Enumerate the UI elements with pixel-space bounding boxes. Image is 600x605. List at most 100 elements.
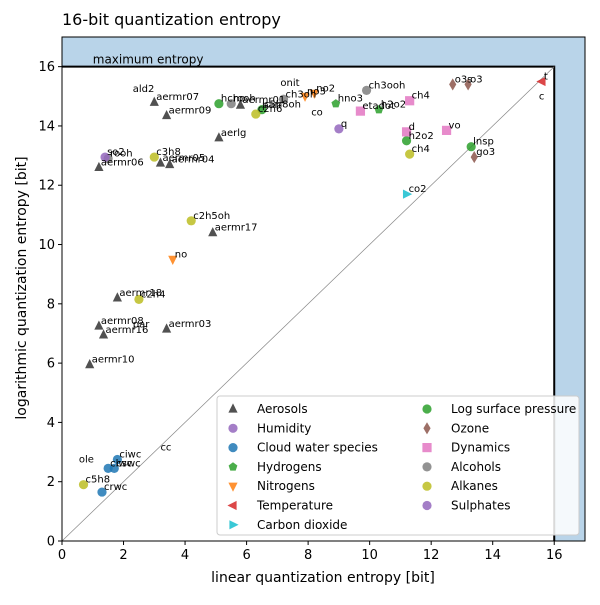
point-label: o3 — [470, 74, 482, 85]
data-point — [331, 99, 341, 108]
point-label: aermr16 — [106, 325, 149, 336]
legend-marker — [228, 482, 238, 492]
legend-entry: Aerosols — [257, 402, 308, 416]
legend-entry: Cloud water species — [257, 441, 378, 455]
annotation-label: onit — [280, 78, 299, 89]
data-point — [405, 149, 415, 159]
legend-marker — [422, 404, 432, 414]
point-label: cswc — [116, 458, 140, 469]
legend-entry: Alkanes — [451, 479, 498, 493]
legend-entry: Dynamics — [451, 441, 510, 455]
x-tick-label: 8 — [304, 548, 312, 563]
data-point — [300, 92, 310, 102]
legend-entry: Log surface pressure — [451, 402, 576, 416]
point-label: rooh — [110, 149, 132, 160]
point-label: clwc — [110, 458, 132, 469]
point-label: h2o2 — [381, 100, 406, 111]
legend-marker — [228, 462, 238, 471]
annotation-label: par — [133, 320, 150, 331]
point-label: ch3ooh — [369, 80, 406, 91]
data-point — [226, 99, 236, 109]
data-point — [401, 136, 412, 146]
y-tick-label: 12 — [38, 179, 55, 194]
point-label: crwc — [104, 482, 127, 493]
y-tick-label: 14 — [38, 119, 55, 134]
data-point — [94, 320, 104, 330]
legend-marker — [228, 423, 238, 433]
point-label: o3s — [455, 74, 473, 85]
data-point — [402, 189, 413, 199]
data-point — [134, 294, 144, 304]
point-label: c3h8 — [156, 147, 181, 158]
data-point — [98, 329, 109, 339]
data-point — [235, 99, 246, 109]
point-label: c5h8oh — [264, 100, 301, 111]
y-tick-label: 4 — [47, 416, 55, 431]
point-label: aermr09 — [169, 106, 212, 117]
point-label: lnsp — [473, 137, 494, 148]
legend-marker — [422, 500, 432, 511]
data-point — [155, 157, 166, 167]
data-point — [470, 150, 478, 164]
data-point — [149, 96, 159, 106]
data-point — [466, 142, 476, 152]
data-point — [334, 124, 344, 134]
maximum-entropy-label: maximum entropy — [93, 53, 204, 67]
data-point — [214, 99, 224, 109]
annotation-label: cc — [160, 443, 171, 454]
annotation-label: co — [311, 108, 323, 119]
data-point — [401, 127, 412, 137]
point-label: c2h4 — [141, 289, 166, 300]
point-label: c2h6 — [258, 104, 283, 115]
point-label: d — [409, 122, 415, 133]
point-label: ch4 — [412, 91, 430, 102]
annotation-label: ole — [79, 454, 94, 465]
point-label: no2 — [316, 83, 335, 94]
plot-frame — [61, 36, 586, 542]
legend-marker — [423, 422, 431, 435]
point-label: go3 — [476, 147, 495, 158]
data-point — [355, 106, 366, 116]
point-label: h2o2 — [409, 131, 434, 142]
y-tick-label: 2 — [47, 475, 55, 490]
x-tick-label: 2 — [119, 548, 127, 563]
x-tick-label: 14 — [484, 548, 501, 563]
x-tick-label: 10 — [361, 548, 378, 563]
data-point — [374, 105, 384, 114]
y-tick-label: 6 — [47, 357, 55, 372]
data-point — [186, 216, 196, 226]
y-tick-label: 10 — [38, 238, 55, 253]
point-label: aermr18 — [119, 288, 162, 299]
data-point — [112, 292, 122, 302]
chart-title: 16-bit quantization entropy — [62, 10, 281, 29]
y-axis-label: logarithmic quantization entropy [bit] — [14, 156, 30, 419]
legend-marker — [422, 481, 432, 491]
point-label: ciwc — [119, 449, 141, 460]
point-label: ch4 — [412, 144, 430, 155]
x-tick-label: 4 — [181, 548, 189, 563]
point-label: aermr07 — [156, 92, 199, 103]
point-label: hno3 — [338, 94, 363, 105]
data-point — [149, 152, 159, 162]
legend-entry: Temperature — [256, 499, 333, 513]
y-tick-label: 0 — [47, 535, 55, 550]
x-axis-label: linear quantization entropy [bit] — [211, 570, 435, 586]
legend-entry: Hydrogens — [257, 460, 322, 474]
data-point — [112, 454, 122, 465]
data-point — [536, 76, 546, 87]
point-label: t — [544, 71, 548, 82]
data-point — [94, 161, 104, 172]
legend-marker — [422, 443, 432, 453]
point-label: hcho — [221, 94, 245, 105]
legend-entry: Nitrogens — [257, 479, 315, 493]
data-point — [165, 158, 175, 169]
data-point — [109, 463, 119, 473]
data-point — [361, 85, 372, 95]
legend-marker — [422, 462, 432, 472]
data-point — [78, 480, 89, 490]
data-point — [309, 89, 319, 99]
legend-marker — [228, 443, 238, 453]
point-label: no3 — [307, 86, 326, 97]
